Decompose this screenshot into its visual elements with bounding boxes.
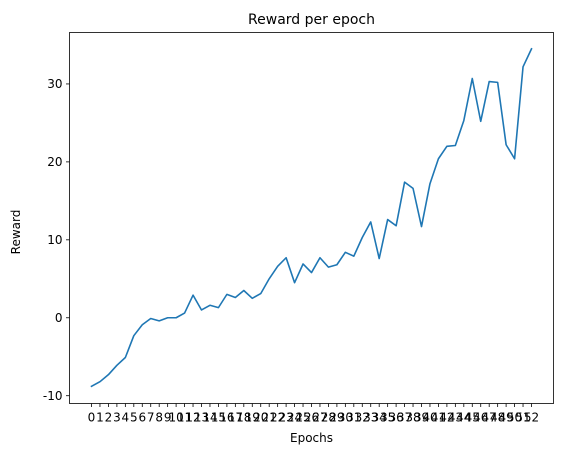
x-tick-label: 1 [96, 411, 104, 425]
x-tick-label: 8 [155, 411, 163, 425]
x-axis-label: Epochs [290, 431, 333, 445]
y-tick-label: 0 [55, 311, 63, 325]
x-tick-label: 3 [113, 411, 121, 425]
chart-title: Reward per epoch [248, 12, 375, 28]
x-tick-label: 4 [122, 411, 130, 425]
x-tick-label: 2 [105, 411, 113, 425]
y-tick-label: 10 [47, 233, 62, 247]
plot-area [70, 33, 554, 404]
x-tick-label: 6 [138, 411, 146, 425]
y-tick-label: -10 [43, 389, 63, 403]
y-axis-label: Reward [9, 210, 23, 255]
x-tick-label: 5 [130, 411, 138, 425]
x-tick-label: 7 [147, 411, 155, 425]
y-tick-label: 30 [47, 77, 62, 91]
x-tick-label: 0 [88, 411, 96, 425]
x-tick-label: 52 [524, 411, 539, 425]
y-tick-label: 20 [47, 155, 62, 169]
